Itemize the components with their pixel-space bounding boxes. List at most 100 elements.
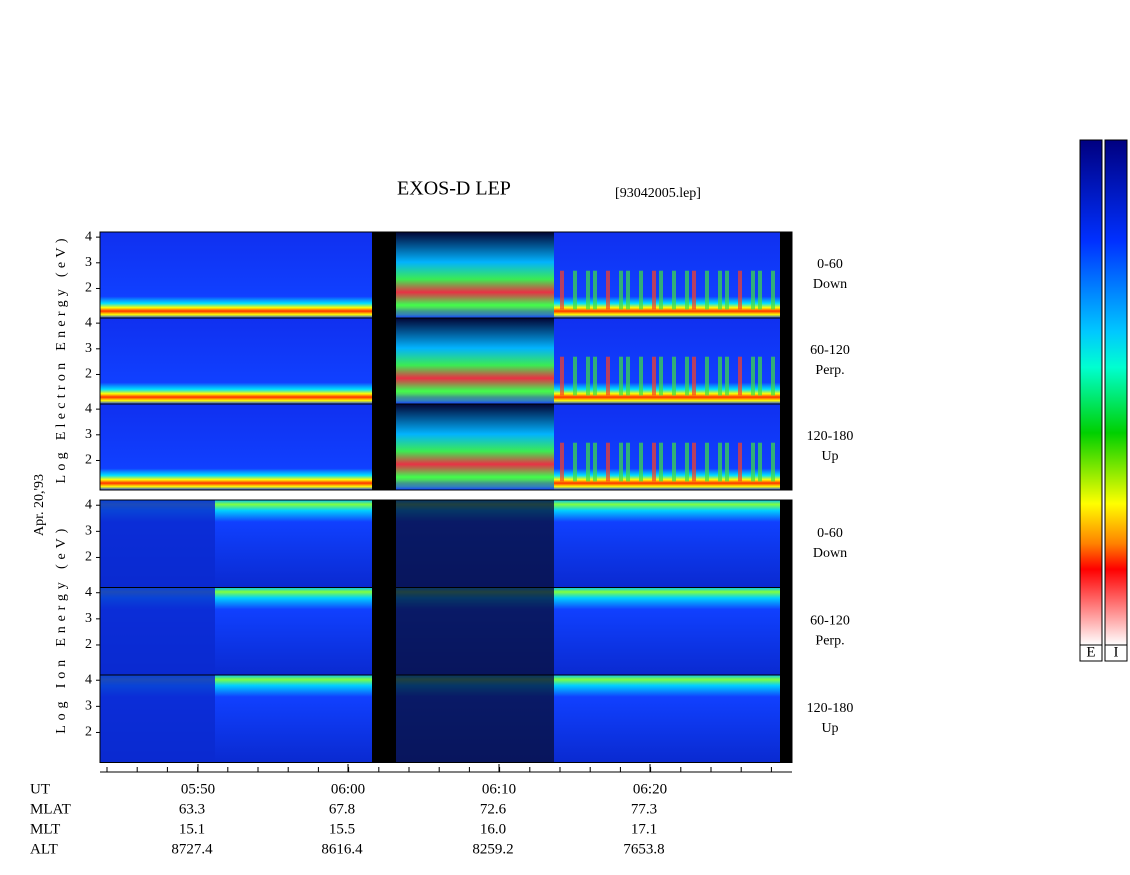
ephemeris-name: MLT: [30, 821, 60, 837]
burst-streak: [725, 442, 729, 482]
burst-streak: [738, 442, 742, 482]
ephemeris-value: 72.6: [480, 801, 507, 817]
burst-streak: [725, 270, 729, 310]
ephemeris-value: 15.1: [179, 821, 205, 837]
burst-streak: [692, 442, 696, 482]
burst-streak: [593, 270, 597, 310]
time-label: UT: [30, 781, 50, 797]
y-axis-label: Log Ion Energy (eV): [54, 528, 69, 733]
side-strip: [780, 587, 792, 675]
direction-label: Down: [813, 546, 847, 561]
ephemeris-name: MLAT: [30, 801, 71, 817]
direction-label: Up: [821, 721, 838, 736]
burst-streak: [606, 270, 610, 310]
data-gap: [372, 232, 396, 318]
y-tick-label: 4: [85, 585, 92, 600]
ion-band-mask: [100, 500, 215, 588]
ephemeris-value: 8727.4: [171, 841, 213, 857]
burst-streak: [619, 442, 623, 482]
side-strip: [780, 675, 792, 763]
burst-streak: [725, 356, 729, 396]
direction-label: Perp.: [815, 363, 844, 378]
burst-streak: [639, 270, 643, 310]
burst-streak: [659, 442, 663, 482]
y-tick-label: 3: [85, 427, 92, 442]
burst-streak: [560, 270, 564, 310]
burst-streak: [586, 442, 590, 482]
y-tick-label: 2: [85, 367, 92, 382]
colorbars: E I: [1079, 139, 1128, 662]
burst-streak: [705, 356, 709, 396]
colorbar-label-box: [1079, 644, 1103, 662]
burst-streak: [771, 442, 775, 482]
burst-streak: [652, 356, 656, 396]
burst-streak: [718, 270, 722, 310]
spectrogram-panels: [99, 231, 793, 763]
burst-streak: [672, 270, 676, 310]
side-strip: [780, 232, 792, 318]
burst-streak: [573, 356, 577, 396]
burst-streak: [705, 270, 709, 310]
panel-frame: [99, 403, 793, 491]
burst-streak: [751, 442, 755, 482]
burst-streak: [606, 442, 610, 482]
panel-frame: [99, 674, 793, 763]
burst-streak: [672, 356, 676, 396]
ephemeris-value: 8259.2: [472, 841, 513, 857]
y-tick-label: 2: [85, 637, 92, 652]
data-gap: [372, 318, 396, 404]
ephemeris-value: 77.3: [631, 801, 657, 817]
x-tick-label: 06:10: [482, 781, 516, 797]
y-tick-label: 4: [85, 315, 92, 330]
y-axis-label: Log Electron Energy (eV): [54, 238, 69, 483]
pitch-label: 120-180: [807, 429, 854, 444]
burst-streak: [705, 442, 709, 482]
burst-streak: [758, 270, 762, 310]
burst-streak: [771, 356, 775, 396]
x-tick-label: 06:20: [633, 781, 667, 797]
burst-streak: [573, 270, 577, 310]
burst-streak: [639, 356, 643, 396]
burst-streak: [626, 442, 630, 482]
x-tick-label: 06:00: [331, 781, 365, 797]
y-tick-label: 4: [85, 401, 92, 416]
pitch-label: 0-60: [817, 257, 843, 272]
y-tick-label: 4: [85, 497, 92, 512]
direction-label: Down: [813, 277, 847, 292]
ephemeris-name: ALT: [30, 841, 58, 857]
burst-streak: [659, 356, 663, 396]
burst-region: [396, 318, 554, 404]
burst-streak: [718, 356, 722, 396]
direction-label: Up: [821, 449, 838, 464]
direction-label: Perp.: [815, 633, 844, 648]
ephemeris-value: 7653.8: [623, 841, 664, 857]
side-strip: [780, 500, 792, 588]
burst-streak: [751, 270, 755, 310]
ephemeris-value: 8616.4: [321, 841, 363, 857]
burst-streak: [738, 356, 742, 396]
y-tick-label: 3: [85, 699, 92, 714]
y-tick-label: 2: [85, 453, 92, 468]
burst-streak: [771, 270, 775, 310]
burst-streak: [639, 442, 643, 482]
ion-band-mask: [100, 675, 215, 763]
chart-title: EXOS-D LEP: [397, 178, 511, 200]
burst-streak: [573, 442, 577, 482]
pitch-label: 0-60: [817, 526, 843, 541]
burst-streak: [685, 356, 689, 396]
burst-streak: [606, 356, 610, 396]
burst-streak: [586, 270, 590, 310]
burst-region: [396, 404, 554, 490]
y-tick-label: 2: [85, 281, 92, 296]
colorbar: [1104, 139, 1128, 646]
burst-streak: [560, 442, 564, 482]
burst-streak: [593, 442, 597, 482]
burst-streak: [619, 270, 623, 310]
burst-streak: [652, 270, 656, 310]
y-tick-label: 3: [85, 341, 92, 356]
burst-region: [396, 232, 554, 318]
data-gap: [372, 587, 396, 675]
ephemeris-value: 67.8: [329, 801, 355, 817]
burst-streak: [685, 270, 689, 310]
